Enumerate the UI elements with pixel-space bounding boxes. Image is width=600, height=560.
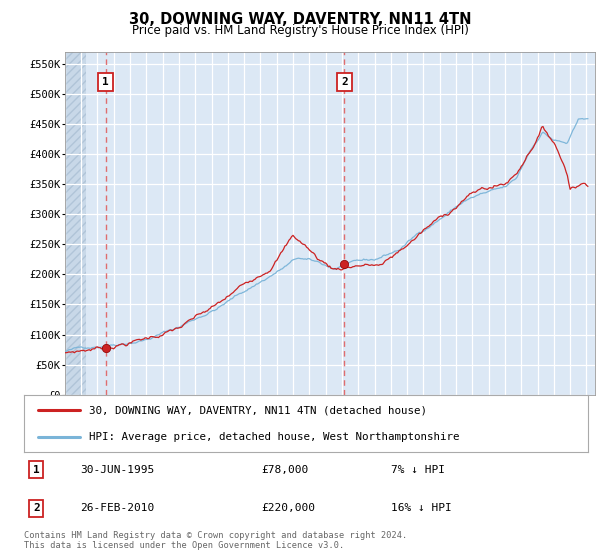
Text: 1: 1	[102, 77, 109, 87]
Text: 2: 2	[341, 77, 348, 87]
Text: 1: 1	[33, 465, 40, 475]
Text: 30-JUN-1995: 30-JUN-1995	[80, 465, 155, 475]
Text: £78,000: £78,000	[261, 465, 308, 475]
Text: 7% ↓ HPI: 7% ↓ HPI	[391, 465, 445, 475]
Text: Price paid vs. HM Land Registry's House Price Index (HPI): Price paid vs. HM Land Registry's House …	[131, 24, 469, 36]
Text: 26-FEB-2010: 26-FEB-2010	[80, 503, 155, 514]
Text: 30, DOWNING WAY, DAVENTRY, NN11 4TN: 30, DOWNING WAY, DAVENTRY, NN11 4TN	[129, 12, 471, 27]
Text: £220,000: £220,000	[261, 503, 315, 514]
Text: 16% ↓ HPI: 16% ↓ HPI	[391, 503, 451, 514]
Text: 30, DOWNING WAY, DAVENTRY, NN11 4TN (detached house): 30, DOWNING WAY, DAVENTRY, NN11 4TN (det…	[89, 405, 427, 416]
Text: 2: 2	[33, 503, 40, 514]
Text: Contains HM Land Registry data © Crown copyright and database right 2024.
This d: Contains HM Land Registry data © Crown c…	[24, 531, 407, 550]
Text: HPI: Average price, detached house, West Northamptonshire: HPI: Average price, detached house, West…	[89, 432, 460, 442]
